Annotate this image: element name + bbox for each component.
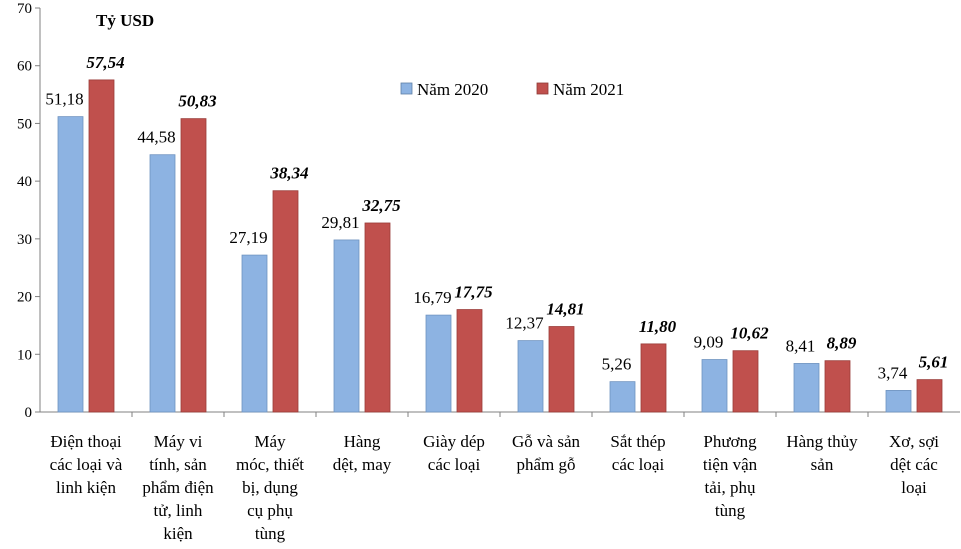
category-label: Sắt thép các loại bbox=[610, 432, 665, 474]
bar-2021 bbox=[732, 350, 759, 413]
bar-2021 bbox=[88, 79, 115, 413]
data-label-2021: 14,81 bbox=[546, 300, 584, 319]
legend-swatch-2021 bbox=[536, 82, 549, 95]
legend: Năm 2020 Năm 2021 bbox=[400, 80, 624, 99]
bar-2020 bbox=[241, 254, 268, 413]
data-label-2020: 3,74 bbox=[878, 363, 908, 382]
y-tick-label: 30 bbox=[17, 232, 32, 248]
bar-2020 bbox=[57, 116, 84, 413]
bar-2020 bbox=[793, 363, 820, 413]
data-label-2020: 51,18 bbox=[45, 90, 83, 109]
y-tick-label: 70 bbox=[17, 1, 32, 17]
data-label-2020: 8,41 bbox=[786, 336, 816, 355]
bar-2020 bbox=[885, 390, 912, 413]
data-label-2020: 9,09 bbox=[694, 333, 724, 352]
bar-2021 bbox=[272, 190, 299, 413]
y-tick-label: 50 bbox=[17, 116, 32, 132]
y-axis-unit-label: Tỷ USD bbox=[96, 11, 154, 30]
category-label: Phương tiện vận tải, phụ tùng bbox=[703, 432, 758, 520]
category-label: Máy móc, thiết bị, dụng cụ phụ tùng bbox=[236, 432, 304, 543]
data-label-2021: 50,83 bbox=[178, 92, 217, 111]
category-label: Xơ, sợi dệt các loại bbox=[889, 432, 939, 497]
bar-2021 bbox=[456, 309, 483, 413]
bar-2021 bbox=[364, 222, 391, 413]
data-label-2020: 16,79 bbox=[413, 288, 451, 307]
legend-label-2020: Năm 2020 bbox=[417, 80, 488, 99]
y-tick-label: 0 bbox=[25, 405, 33, 421]
bar-2021 bbox=[180, 118, 207, 413]
y-tick-label: 20 bbox=[17, 290, 32, 306]
y-tick-label: 40 bbox=[17, 174, 32, 190]
bars bbox=[57, 79, 943, 413]
bar-2021 bbox=[640, 343, 667, 413]
bar-2020 bbox=[701, 359, 728, 413]
category-label: Hàng dệt, may bbox=[333, 432, 392, 474]
bar-2020 bbox=[425, 314, 452, 413]
data-label-2021: 8,89 bbox=[827, 334, 857, 353]
data-label-2020: 5,26 bbox=[602, 355, 632, 374]
data-label-2021: 11,80 bbox=[639, 317, 677, 336]
data-label-2021: 32,75 bbox=[361, 196, 401, 215]
category-label: Hàng thủy sản bbox=[786, 432, 858, 474]
data-label-2020: 27,19 bbox=[229, 228, 267, 247]
data-label-2020: 29,81 bbox=[321, 213, 359, 232]
category-label: Điện thoại các loại và linh kiện bbox=[50, 432, 123, 497]
legend-label-2021: Năm 2021 bbox=[553, 80, 624, 99]
data-label-2021: 5,61 bbox=[919, 353, 949, 372]
category-label: Máy vi tính, sản phẩm điện tử, linh kiện bbox=[142, 432, 214, 543]
bar-2020 bbox=[333, 239, 360, 413]
y-tick-label: 10 bbox=[17, 347, 32, 363]
data-label-2020: 12,37 bbox=[505, 314, 544, 333]
data-label-2021: 17,75 bbox=[454, 283, 493, 302]
bar-2020 bbox=[517, 340, 544, 413]
bar-2021 bbox=[824, 360, 851, 413]
bar-2020 bbox=[609, 381, 636, 413]
data-label-2021: 10,62 bbox=[730, 324, 769, 343]
bar-2021 bbox=[916, 379, 943, 413]
data-label-2020: 44,58 bbox=[137, 128, 175, 147]
category-label: Gỗ và sản phẩm gỗ bbox=[512, 432, 580, 474]
data-label-2021: 38,34 bbox=[269, 164, 308, 183]
data-label-2021: 57,54 bbox=[86, 53, 124, 72]
category-labels: Điện thoại các loại và linh kiện Máy vi tính… bbox=[50, 432, 940, 543]
category-label: Giày dép các loại bbox=[423, 432, 485, 474]
bar-2020 bbox=[149, 154, 176, 413]
bar-2021 bbox=[548, 326, 575, 413]
legend-swatch-2020 bbox=[400, 82, 413, 95]
y-tick-label: 60 bbox=[17, 59, 32, 75]
